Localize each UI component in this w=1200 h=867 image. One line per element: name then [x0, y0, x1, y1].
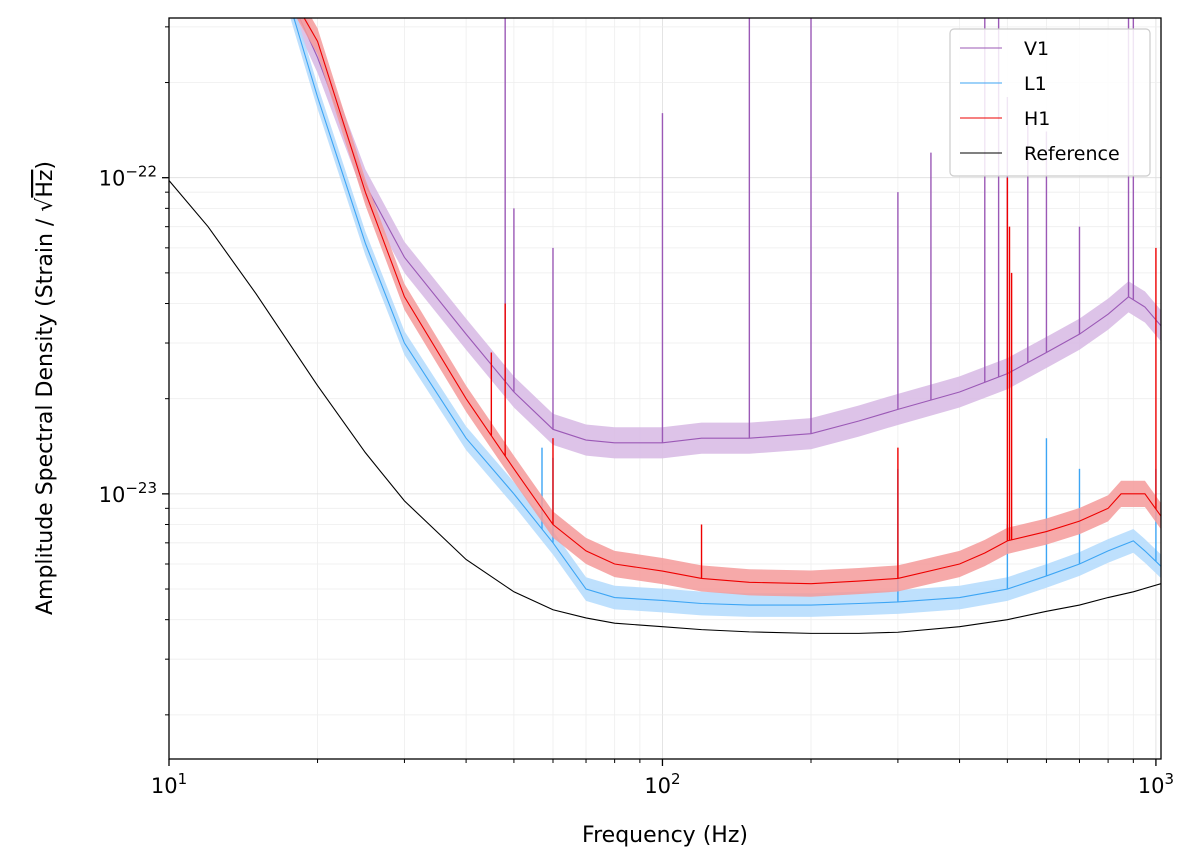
plot-frame — [168, 17, 1162, 760]
series-l1-line — [293, 18, 1161, 606]
legend-label-l1: L1 — [1024, 73, 1047, 95]
x-tick-label: 101 — [151, 770, 187, 798]
legend-label-h1: H1 — [1024, 108, 1050, 130]
x-tick-label: 102 — [644, 770, 680, 798]
y-tick-label: 10−22 — [99, 163, 157, 191]
y-axis-label-prefix: Amplitude Spectral Density (Strain / — [33, 212, 58, 615]
y-axis-label-suffix: ) — [33, 161, 58, 170]
series-v1 — [292, 18, 1161, 459]
series-h1 — [296, 18, 1161, 597]
y-axis-label-group: Amplitude Spectral Density (Strain / √Hz… — [33, 161, 58, 615]
legend-label-reference: Reference — [1024, 143, 1120, 165]
x-axis-label: Frequency (Hz) — [582, 823, 748, 848]
sqrt-sign: √ — [33, 197, 58, 212]
series-l1-band — [290, 18, 1161, 617]
legend: V1 L1 H1 Reference — [949, 28, 1151, 177]
legend-box — [949, 28, 1151, 177]
series-reference-line — [169, 180, 1161, 634]
ticks: 101 102 103 10−23 10−22 — [99, 26, 1174, 798]
series-h1-line — [303, 18, 1161, 585]
series-reference — [169, 180, 1161, 634]
y-axis-label: Amplitude Spectral Density (Strain / √Hz… — [33, 161, 58, 615]
legend-label-v1: V1 — [1024, 38, 1049, 60]
series-layer — [169, 18, 1161, 634]
y-axis-label-unit: Hz — [33, 170, 58, 198]
x-tick-label: 103 — [1138, 770, 1174, 798]
y-tick-label: 10−23 — [99, 479, 157, 507]
